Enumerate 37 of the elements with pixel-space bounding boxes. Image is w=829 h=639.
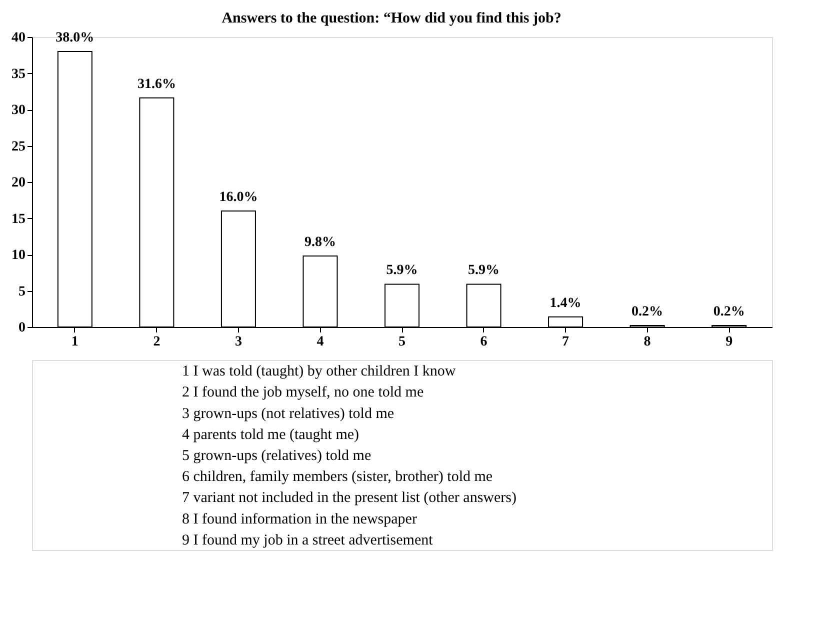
- x-tick-label: 4: [316, 334, 324, 350]
- text: 5 grown-ups (relatives) told me: [182, 448, 372, 464]
- x-tick-label: 1: [71, 334, 78, 350]
- y-tick-label: 25: [12, 139, 26, 154]
- data-label: 0.2%: [632, 304, 664, 320]
- data-label: 5.9%: [386, 263, 418, 278]
- data-label: 1.4%: [550, 296, 582, 311]
- data-label: 16.0%: [219, 190, 258, 205]
- y-tick-label: 35: [12, 66, 26, 82]
- data-label: 31.6%: [137, 76, 176, 92]
- x-tick-label: 5: [398, 334, 406, 350]
- x-tick-label: 6: [480, 334, 488, 350]
- x-tick-label: 9: [726, 334, 733, 350]
- x-tick-label: 7: [562, 334, 570, 350]
- text: 1 I was told (taught) by other children I know: [182, 364, 456, 380]
- y-tick-label: 0: [18, 320, 26, 336]
- y-tick-label: 20: [12, 176, 26, 190]
- text: 4 parents told me (taught me): [182, 426, 360, 443]
- y-tick-label: 40: [12, 30, 26, 46]
- data-label: 38.0%: [56, 30, 94, 46]
- text: 3 grown-ups (not relatives) told me: [182, 406, 394, 422]
- chart-title: Answers to the question: “How did you find this job?: [222, 10, 562, 26]
- x-tick-label: 3: [234, 334, 242, 350]
- data-label: 9.8%: [304, 234, 336, 250]
- y-tick-label: 15: [12, 212, 26, 227]
- text: 2 I found the job myself, no one told me: [182, 384, 424, 401]
- x-tick-label: 8: [644, 334, 651, 350]
- x-tick-label: 2: [153, 334, 160, 350]
- text: 7 variant not included in the present list (other answers): [182, 490, 516, 506]
- data-label: 0.2%: [713, 304, 745, 320]
- y-tick-label: 5: [18, 284, 26, 300]
- text: 6 children, family members (sister, brother) told me: [182, 469, 493, 486]
- y-tick-label: 10: [12, 248, 26, 263]
- data-label: 5.9%: [468, 263, 500, 278]
- y-tick-label: 30: [12, 103, 26, 118]
- text: 9 I found my job in a street advertisement: [182, 532, 434, 548]
- text: 8 I found information in the newspaper: [182, 511, 417, 528]
